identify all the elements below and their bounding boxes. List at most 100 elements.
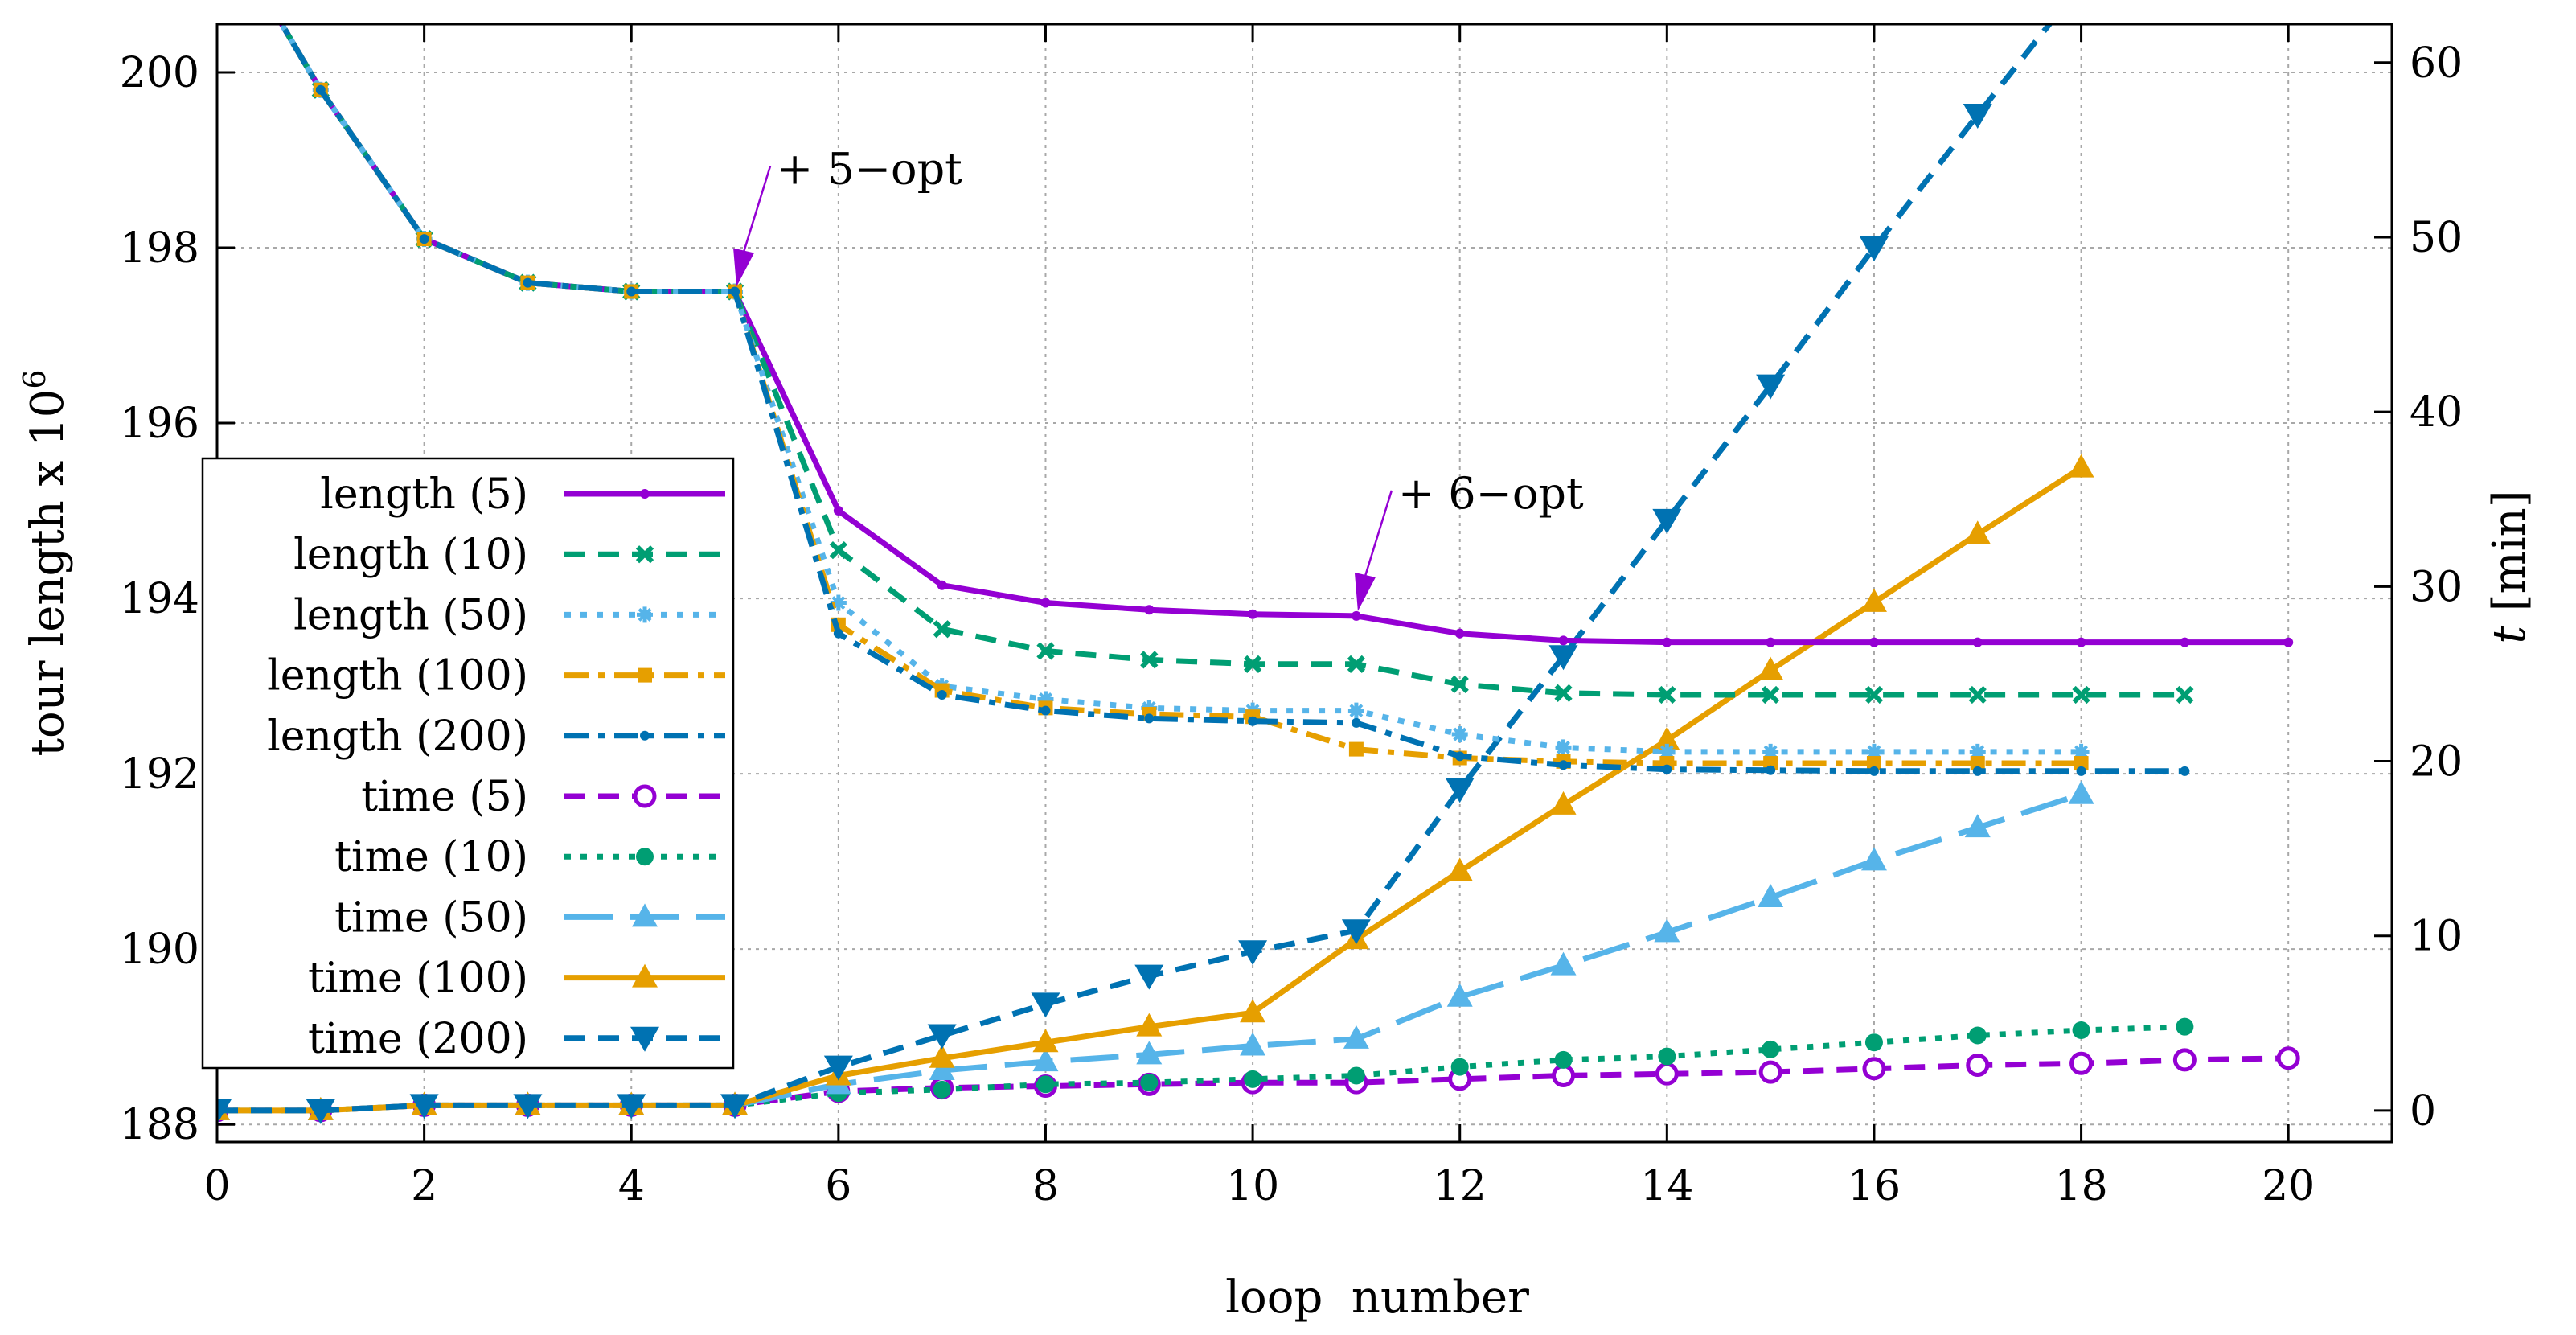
legend-label: length (200)	[267, 713, 528, 761]
marker-stroke	[1140, 651, 1159, 669]
marker-stroke	[1864, 685, 1884, 704]
legend-entry: time (200)	[308, 1015, 725, 1063]
data-point	[1136, 1013, 1163, 1037]
data-point	[1862, 1057, 1886, 1081]
series-line	[278, 24, 2185, 774]
legend-marker-sample	[635, 545, 654, 564]
data-point	[513, 1094, 543, 1119]
data-point	[2176, 1017, 2194, 1036]
data-point	[523, 277, 533, 288]
data-point	[1658, 685, 1676, 704]
data-point	[1972, 637, 1983, 647]
y-tick-label: 188	[120, 1101, 199, 1149]
y-tick-label: 196	[120, 400, 199, 448]
data-point	[1248, 716, 1258, 726]
axis-ticks: 0 2 4 6 8 10 12 14 16 18 20 188 190 192 194 196 198 200 0 1…	[120, 24, 2463, 1210]
data-point	[1240, 1032, 1266, 1056]
data-point	[1244, 1070, 1262, 1088]
data-point	[2069, 1051, 2094, 1075]
legend-entry: time (50)	[334, 893, 725, 942]
y-tick-label: 192	[120, 750, 199, 799]
legend-entry: length (5)	[320, 470, 725, 519]
legend-entry: time (5)	[361, 773, 725, 821]
data-point	[1036, 1075, 1055, 1094]
data-point	[1756, 374, 1786, 400]
data-point	[1758, 1060, 1782, 1084]
plot-series	[217, 24, 2300, 1124]
data-point	[2076, 766, 2086, 776]
data-point	[1554, 1050, 1573, 1069]
legend-marker-sample	[636, 848, 654, 866]
data-point	[2172, 1048, 2197, 1072]
data-point	[1860, 588, 1887, 612]
data-point	[2074, 756, 2089, 771]
data-point	[1140, 1074, 1159, 1092]
data-point	[2180, 637, 2190, 647]
data-point	[1351, 717, 1361, 728]
legend-label: time (100)	[308, 955, 528, 1003]
x-tick-label: 18	[2054, 1162, 2107, 1210]
series-length-200	[278, 24, 2190, 776]
data-point	[1347, 655, 1366, 673]
data-point	[1450, 675, 1469, 694]
data-point	[2068, 780, 2094, 804]
data-point	[1040, 598, 1051, 608]
marker-stroke	[1347, 655, 1366, 673]
y-tick-label: 198	[120, 224, 199, 273]
x-tick-label: 6	[825, 1162, 851, 1210]
legend-label: length (100)	[267, 652, 528, 700]
data-point	[1351, 610, 1361, 621]
data-point	[2072, 685, 2090, 704]
x-tick-label: 20	[2262, 1162, 2315, 1210]
marker-stroke	[1349, 704, 1364, 718]
legend-marker-sample	[633, 784, 657, 808]
data-point	[1238, 940, 1268, 966]
marker-stroke	[933, 620, 951, 639]
data-point	[1766, 637, 1776, 647]
legend-marker-sample	[640, 730, 650, 741]
annotation-arrow-line	[1363, 490, 1393, 580]
data-point	[1036, 642, 1055, 660]
legend: length (5) length (10) length (50) length (…	[201, 457, 735, 1070]
x-tick-label: 12	[1434, 1162, 1487, 1210]
data-point	[1758, 883, 1784, 907]
data-point	[829, 540, 847, 560]
legend-label: time (5)	[361, 773, 528, 821]
data-point	[1658, 1047, 1676, 1066]
y2-tick-label: 60	[2410, 39, 2463, 88]
data-point	[929, 1044, 955, 1068]
data-point	[315, 84, 326, 95]
data-point	[1454, 628, 1465, 639]
data-point	[1445, 778, 1475, 803]
data-point	[2076, 637, 2086, 647]
data-point	[1348, 741, 1364, 757]
marker-stroke	[2074, 745, 2088, 759]
legend-entry: length (50)	[293, 591, 725, 639]
series-time-200	[217, 24, 2053, 1124]
y-tick-label: 190	[120, 926, 199, 974]
data-point	[1762, 685, 1780, 704]
data-point	[1963, 103, 1992, 129]
data-point	[1548, 645, 1578, 671]
data-point	[1964, 814, 1991, 838]
data-point	[1558, 635, 1569, 646]
data-point	[1964, 520, 1991, 544]
y2-tick-label: 50	[2410, 214, 2463, 262]
data-point	[409, 1094, 439, 1119]
y-axis-title-exponent: 6	[17, 369, 52, 388]
data-point	[1032, 1048, 1059, 1072]
data-point	[1144, 605, 1155, 615]
data-point	[1446, 857, 1473, 881]
data-point	[2072, 1021, 2090, 1039]
legend-label: time (10)	[334, 833, 528, 881]
legend-entry: time (10)	[334, 833, 725, 881]
data-point	[1243, 655, 1262, 673]
data-point	[1552, 1063, 1576, 1087]
marker-stroke	[2176, 685, 2194, 704]
legend-entry: length (100)	[267, 652, 725, 700]
data-point	[1758, 656, 1784, 680]
data-point	[1134, 964, 1164, 990]
marker-stroke	[638, 607, 652, 622]
data-point	[1868, 637, 1879, 647]
marker-stroke	[1557, 740, 1570, 754]
